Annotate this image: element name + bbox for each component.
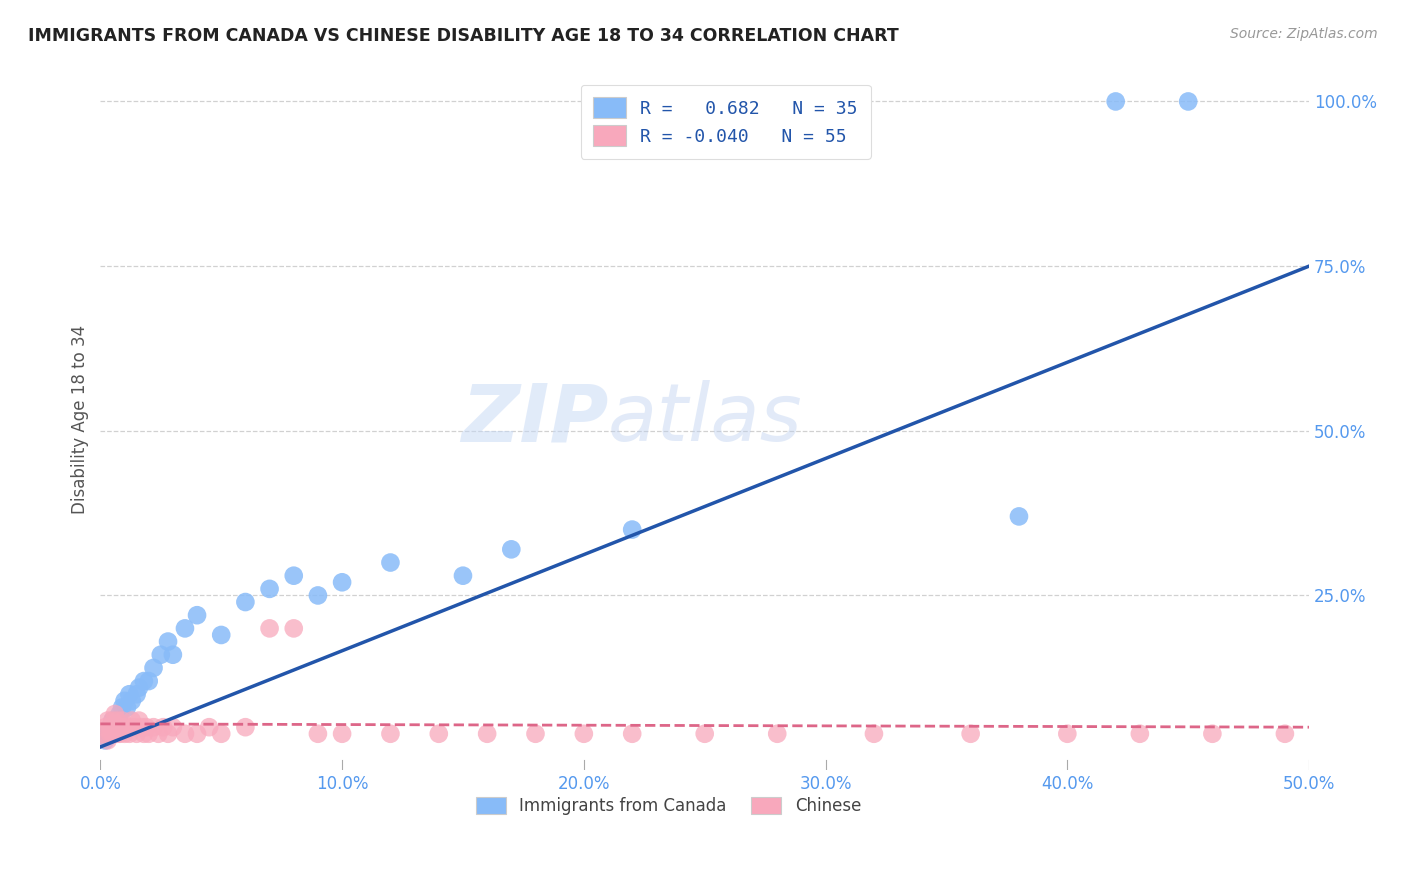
Point: [380, 727, 402, 741]
Point: [259, 582, 281, 596]
Point: [693, 727, 716, 741]
Point: [128, 681, 150, 695]
Point: [138, 727, 160, 741]
Point: [174, 727, 197, 741]
Legend: Immigrants from Canada, Chinese: Immigrants from Canada, Chinese: [465, 787, 872, 825]
Point: [142, 720, 165, 734]
Point: [330, 727, 353, 741]
Point: [101, 727, 124, 741]
Point: [186, 608, 208, 623]
Point: [125, 687, 148, 701]
Point: [108, 727, 131, 741]
Point: [105, 714, 128, 728]
Point: [111, 714, 134, 728]
Point: [152, 720, 174, 734]
Point: [1274, 727, 1296, 741]
Point: [235, 720, 257, 734]
Point: [307, 727, 329, 741]
Point: [283, 621, 305, 635]
Point: [149, 648, 172, 662]
Point: [114, 694, 136, 708]
Point: [97, 714, 120, 728]
Point: [101, 714, 124, 728]
Point: [524, 727, 547, 741]
Point: [148, 727, 170, 741]
Point: [174, 621, 197, 635]
Point: [330, 575, 353, 590]
Point: [142, 661, 165, 675]
Point: [235, 595, 257, 609]
Point: [1008, 509, 1031, 524]
Text: Source: ZipAtlas.com: Source: ZipAtlas.com: [1230, 27, 1378, 41]
Text: IMMIGRANTS FROM CANADA VS CHINESE DISABILITY AGE 18 TO 34 CORRELATION CHART: IMMIGRANTS FROM CANADA VS CHINESE DISABI…: [28, 27, 898, 45]
Point: [118, 727, 141, 741]
Point: [863, 727, 886, 741]
Point: [1105, 95, 1128, 109]
Point: [1129, 727, 1152, 741]
Point: [115, 720, 138, 734]
Point: [162, 648, 184, 662]
Point: [121, 714, 143, 728]
Point: [135, 720, 157, 734]
Point: [198, 720, 221, 734]
Point: [501, 542, 523, 557]
Point: [98, 727, 121, 741]
Point: [111, 700, 134, 714]
Point: [475, 727, 498, 741]
Point: [766, 727, 789, 741]
Point: [98, 720, 121, 734]
Point: [94, 720, 117, 734]
Point: [427, 727, 450, 741]
Point: [138, 674, 160, 689]
Point: [1201, 727, 1223, 741]
Point: [97, 733, 120, 747]
Text: ZIP: ZIP: [461, 380, 607, 458]
Point: [572, 727, 595, 741]
Point: [132, 727, 155, 741]
Point: [162, 720, 184, 734]
Point: [621, 523, 644, 537]
Point: [104, 720, 127, 734]
Point: [122, 720, 145, 734]
Point: [1056, 727, 1078, 741]
Point: [115, 700, 138, 714]
Point: [121, 694, 143, 708]
Point: [105, 727, 128, 741]
Point: [104, 720, 127, 734]
Point: [186, 727, 208, 741]
Point: [1177, 95, 1199, 109]
Point: [259, 621, 281, 635]
Point: [125, 727, 148, 741]
Point: [108, 720, 131, 734]
Point: [132, 674, 155, 689]
Text: atlas: atlas: [607, 380, 803, 458]
Point: [380, 556, 402, 570]
Point: [94, 733, 117, 747]
Point: [97, 727, 120, 741]
Point: [621, 727, 644, 741]
Point: [959, 727, 981, 741]
Point: [209, 628, 232, 642]
Point: [209, 727, 232, 741]
Point: [114, 727, 136, 741]
Point: [108, 706, 131, 721]
Point: [283, 568, 305, 582]
Point: [307, 589, 329, 603]
Point: [104, 706, 127, 721]
Point: [101, 714, 124, 728]
Point: [105, 714, 128, 728]
Point: [131, 720, 153, 734]
Point: [91, 727, 114, 741]
Point: [128, 714, 150, 728]
Point: [157, 727, 180, 741]
Point: [118, 687, 141, 701]
Point: [157, 634, 180, 648]
Point: [451, 568, 474, 582]
Y-axis label: Disability Age 18 to 34: Disability Age 18 to 34: [72, 325, 89, 514]
Point: [111, 720, 134, 734]
Point: [98, 720, 121, 734]
